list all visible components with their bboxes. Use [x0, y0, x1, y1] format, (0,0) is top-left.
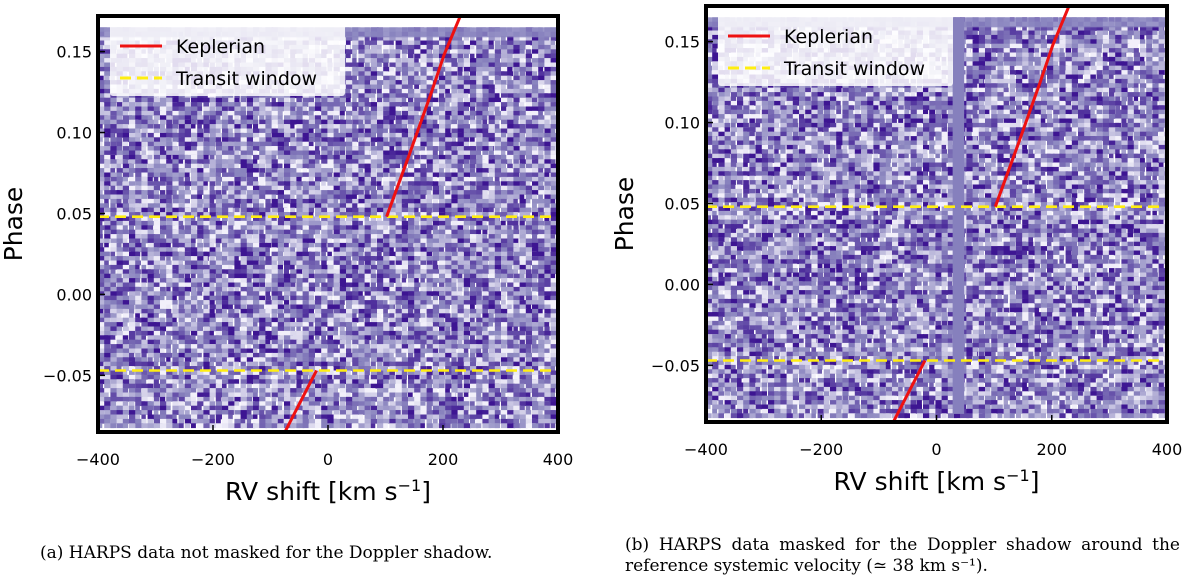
legend-label: Transit window: [783, 58, 925, 80]
y-tick-label: 0.00: [664, 275, 700, 294]
y-tick-label: −0.05: [651, 356, 700, 375]
y-tick-label: −0.05: [43, 366, 92, 385]
legend: Keplerian Transit window: [110, 24, 345, 96]
legend-box: [718, 14, 953, 86]
x-tick-label: 0: [323, 450, 333, 469]
chart-a: −400 −200 0 200 400 −0.05 0.00 0.05 0.10 0.15 RV s…: [0, 14, 574, 507]
y-tick-label: 0.10: [56, 124, 92, 143]
legend-label: Keplerian: [784, 26, 873, 48]
y-axis-title: Phase: [0, 187, 28, 262]
keplerian-curve-post: [993, 6, 1071, 208]
y-tick-label: 0.05: [56, 204, 92, 223]
x-tick-label: 400: [1152, 440, 1183, 459]
legend-label: Transit window: [175, 68, 317, 90]
y-tick-label: 0.05: [664, 194, 700, 213]
y-tick-label: 0.15: [664, 33, 700, 52]
heatmap-b: [706, 17, 1167, 419]
keplerian-curve-pre: [891, 359, 927, 422]
x-tick-label: −200: [799, 440, 843, 459]
legend-label: Keplerian: [176, 36, 265, 58]
caption-a: (a) HARPS data not masked for the Dopple…: [40, 543, 493, 563]
doppler-mask-band: [952, 17, 965, 414]
y-axis-title: Phase: [610, 177, 639, 252]
x-axis-title: RV shift [km s−1]: [225, 476, 431, 507]
x-tick-label: −400: [684, 440, 728, 459]
x-tick-label: 200: [1036, 440, 1067, 459]
x-tick-label: −400: [76, 450, 120, 469]
figure: −400 −200 0 200 400 −0.05 0.00 0.05 0.10 0.15 RV s…: [0, 4, 1183, 507]
x-tick-label: −200: [191, 450, 235, 469]
x-tick-label: 200: [428, 450, 459, 469]
x-tick-label: 0: [931, 440, 941, 459]
chart-b: −400 −200 0 200 400 −0.05 0.00 0.05 0.10 0.15 RV s…: [610, 4, 1183, 497]
keplerian-curve-pre: [283, 369, 318, 432]
caption-b: (b) HARPS data masked for the Doppler sh…: [625, 535, 1180, 576]
x-tick-label: 400: [543, 450, 574, 469]
legend: Keplerian Transit window: [718, 14, 953, 86]
y-tick-label: 0.00: [56, 285, 92, 304]
legend-box: [110, 24, 345, 96]
x-axis-title: RV shift [km s−1]: [834, 466, 1040, 497]
y-tick-label: 0.10: [664, 114, 700, 133]
y-tick-label: 0.15: [56, 43, 92, 62]
keplerian-curve-post: [385, 16, 462, 218]
